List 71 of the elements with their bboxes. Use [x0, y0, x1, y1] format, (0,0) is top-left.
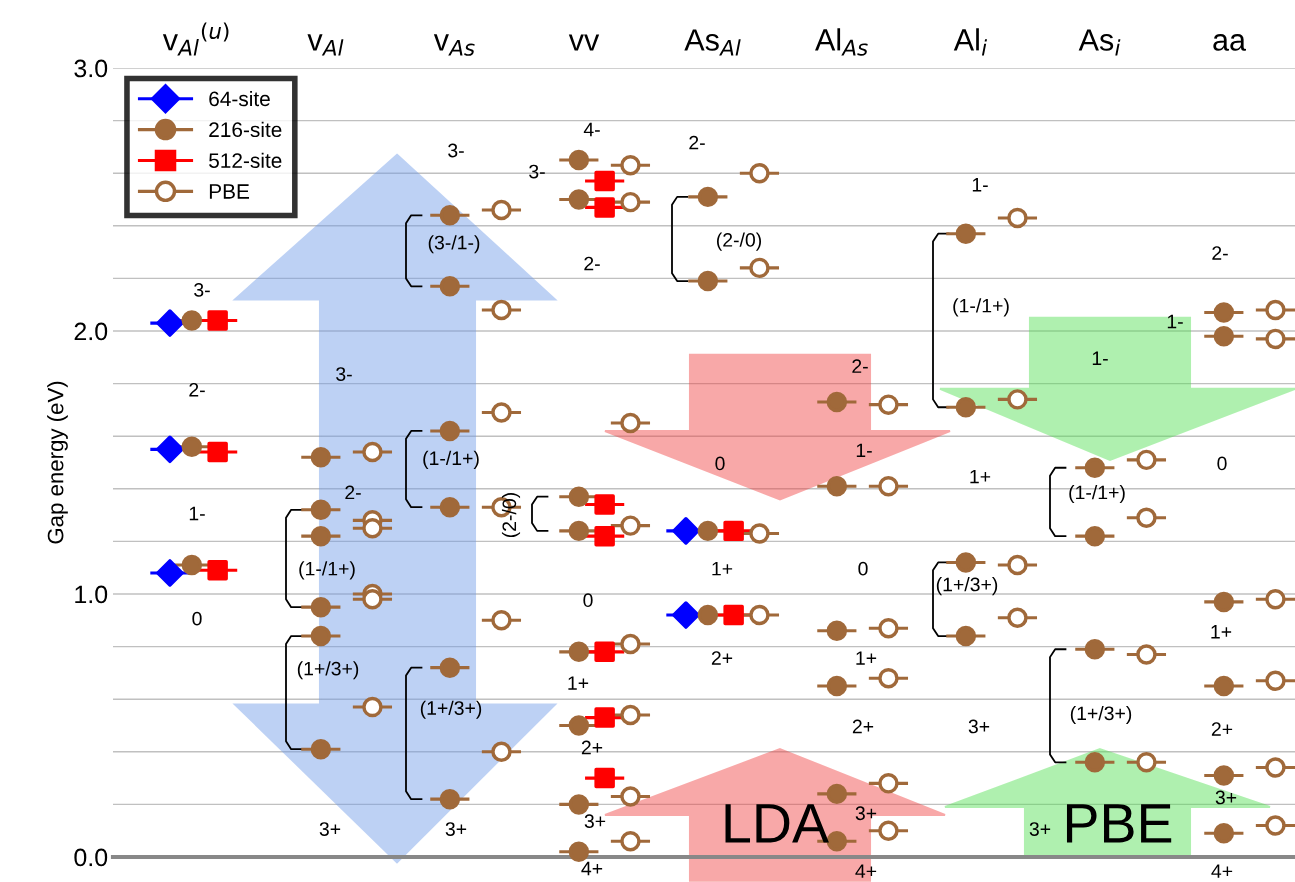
x-tick-label: v$_{As}$ — [433, 34, 475, 56]
annotation: 3+ — [445, 822, 467, 836]
annotation: 2- — [584, 256, 600, 271]
annotation: 3+ — [855, 806, 877, 821]
annotation: 3+ — [319, 822, 341, 836]
annotation: 4- — [583, 122, 600, 137]
annotation: (1+/3+) — [297, 661, 359, 680]
annotation: (2-/0) — [716, 232, 762, 251]
annotation: 0 — [1217, 456, 1227, 471]
legend-label: 216-site — [209, 121, 282, 138]
annotation: LDA — [725, 804, 829, 843]
annotation: (1+/3+) — [420, 700, 482, 719]
annotation: (1-/1+) — [953, 298, 1009, 317]
y-tick-label: 0.0 — [74, 848, 108, 867]
x-tick-label: v$_{Al}$ — [307, 34, 344, 56]
annotation: 0 — [583, 593, 593, 608]
text: 4+ — [855, 864, 877, 878]
annotation: 2+ — [1211, 722, 1233, 736]
annotation: 1- — [856, 443, 872, 458]
x-tick-label: As$_{Al}$ — [684, 29, 741, 56]
annotation: (1-/1+) — [423, 450, 479, 469]
annotation: (3-/1-) — [428, 235, 480, 254]
annotation: (1-/1+) — [299, 561, 355, 580]
x-tick-label: As$_{i}$ — [1078, 29, 1121, 56]
annotation: (1-/1+) — [1069, 485, 1125, 504]
y-axis-title: Gap energy (eV) — [47, 381, 68, 544]
annotation: 1+ — [1211, 625, 1232, 639]
annotation: 1- — [189, 506, 205, 521]
text: 4+ — [1211, 864, 1233, 878]
y-tick-label: 3.0 — [74, 59, 108, 78]
annotation: 3+ — [968, 719, 990, 734]
annotation: 2+ — [581, 740, 603, 755]
annotation: 3- — [194, 283, 210, 297]
x-tick-label: Al$_{i}$ — [953, 28, 988, 56]
annotation: 1- — [972, 178, 988, 192]
annotation: 2- — [189, 382, 205, 397]
annotation: 2- — [345, 485, 361, 500]
annotation: 2- — [852, 359, 868, 373]
annotation: 1+ — [568, 676, 589, 690]
annotation: 1- — [1092, 351, 1108, 365]
text: 4+ — [581, 861, 603, 876]
annotation: 3- — [336, 367, 352, 381]
annotation: (1+/3+) — [1070, 705, 1132, 725]
annotation: 1+ — [970, 469, 991, 484]
x-tick-label: v$_{Al}$$^{(u)}$ — [162, 22, 229, 56]
annotation: 1- — [1167, 314, 1183, 329]
annotation: 2+ — [711, 651, 733, 665]
annotation: 3- — [529, 164, 545, 179]
legend-label: PBE — [209, 184, 250, 199]
x-tick-label: aa — [1213, 34, 1246, 51]
annotation: 3+ — [584, 814, 606, 829]
annotation: 0 — [858, 561, 868, 576]
y-tick-label: 2.0 — [74, 322, 108, 341]
annotation: 3+ — [1215, 790, 1237, 805]
annotation: 1+ — [712, 561, 733, 576]
legend-label: 512-site — [209, 152, 282, 168]
annotation: 3- — [448, 143, 464, 158]
annotation: 1+ — [856, 651, 877, 665]
annotation: 3+ — [1029, 822, 1051, 836]
y-tick-label: 1.0 — [75, 585, 108, 604]
annotation: 2- — [1212, 246, 1228, 260]
x-tick-label: vv — [568, 34, 600, 51]
x-tick-label: Al$_{As}$ — [815, 28, 868, 56]
annotation: 2+ — [852, 719, 874, 734]
annotation: 0 — [715, 456, 725, 471]
annotation: 0 — [192, 611, 202, 626]
annotation: (1+/3+) — [936, 577, 998, 596]
annotation: PBE — [1066, 804, 1172, 843]
legend-label: 64-site — [209, 90, 270, 107]
annotation: (2-/0) — [501, 493, 521, 538]
annotation: 2- — [689, 135, 705, 150]
